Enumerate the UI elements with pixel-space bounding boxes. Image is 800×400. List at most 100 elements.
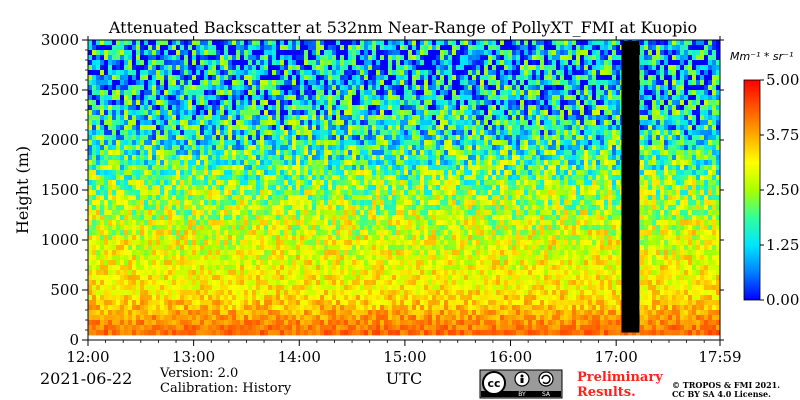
heatmap-cell [356, 125, 361, 131]
heatmap-cell [468, 100, 473, 106]
heatmap-cell [296, 160, 301, 166]
heatmap-cell [360, 70, 365, 76]
heatmap-cell [572, 90, 577, 96]
heatmap-cell [436, 95, 441, 101]
heatmap-cell [232, 95, 237, 101]
heatmap-cell [436, 45, 441, 51]
heatmap-cell [684, 110, 689, 116]
heatmap-cell [296, 185, 301, 191]
heatmap-cell [516, 170, 521, 176]
heatmap-cell [496, 165, 501, 171]
heatmap-cell [172, 195, 177, 201]
heatmap-cell [212, 65, 217, 71]
heatmap-cell [256, 160, 261, 166]
heatmap-cell [608, 135, 613, 141]
heatmap-cell [296, 65, 301, 71]
heatmap-cell [412, 65, 417, 71]
heatmap-cell [700, 120, 705, 126]
heatmap-cell [192, 85, 197, 91]
heatmap-cell [92, 105, 97, 111]
heatmap-cell [88, 75, 93, 81]
heatmap-cell [260, 125, 265, 131]
heatmap-cell [108, 120, 113, 126]
heatmap-cell [380, 110, 385, 116]
heatmap-cell [280, 190, 285, 196]
heatmap-cell [704, 65, 709, 71]
heatmap-cell [268, 45, 273, 51]
heatmap-cell [376, 90, 381, 96]
heatmap-cell [240, 105, 245, 111]
heatmap-cell [416, 150, 421, 156]
heatmap-cell [472, 110, 477, 116]
heatmap-cell [272, 40, 277, 46]
heatmap-cell [468, 195, 473, 201]
heatmap-cell [104, 110, 109, 116]
heatmap-cell [176, 80, 181, 86]
heatmap-cell [456, 195, 461, 201]
heatmap-cell [584, 115, 589, 121]
heatmap-cell [260, 170, 265, 176]
heatmap-cell [132, 50, 137, 56]
heatmap-cell [240, 85, 245, 91]
heatmap-cell [664, 185, 669, 191]
heatmap-cell [200, 85, 205, 91]
heatmap-cell [568, 165, 573, 171]
heatmap-cell [204, 60, 209, 66]
heatmap-cell [184, 75, 189, 81]
heatmap-cell [640, 45, 645, 51]
heatmap-cell [140, 105, 145, 111]
heatmap-cell [592, 190, 597, 196]
heatmap-cell [372, 85, 377, 91]
heatmap-cell [336, 75, 341, 81]
heatmap-cell [284, 150, 289, 156]
heatmap-cell [380, 70, 385, 76]
heatmap-cell [712, 95, 717, 101]
heatmap-cell [540, 135, 545, 141]
heatmap-cell [360, 125, 365, 131]
heatmap-cell [312, 110, 317, 116]
heatmap-cell [536, 175, 541, 181]
heatmap-cell [144, 50, 149, 56]
heatmap-cell [236, 170, 241, 176]
heatmap-cell [236, 190, 241, 196]
heatmap-cell [608, 45, 613, 51]
heatmap-cell [476, 110, 481, 116]
heatmap-cell [192, 80, 197, 86]
heatmap-cell [436, 170, 441, 176]
heatmap-cell [396, 180, 401, 186]
heatmap-cell [472, 150, 477, 156]
heatmap-cell [680, 140, 685, 146]
heatmap-cell [424, 120, 429, 126]
heatmap-cell [228, 175, 233, 181]
heatmap-cell [420, 150, 425, 156]
heatmap-cell [560, 95, 565, 101]
heatmap-cell [644, 160, 649, 166]
heatmap-cell [204, 55, 209, 61]
heatmap-cell [168, 160, 173, 166]
heatmap-cell [432, 195, 437, 201]
heatmap-cell [700, 170, 705, 176]
heatmap-cell [136, 145, 141, 151]
heatmap-cell [308, 95, 313, 101]
heatmap-cell [340, 115, 345, 121]
heatmap-cell [652, 165, 657, 171]
heatmap-cell [684, 125, 689, 131]
heatmap-cell [388, 80, 393, 86]
heatmap-cell [412, 70, 417, 76]
heatmap-cell [644, 105, 649, 111]
heatmap-cell [248, 70, 253, 76]
heatmap-cell [264, 120, 269, 126]
heatmap-cell [268, 55, 273, 61]
heatmap-cell [656, 45, 661, 51]
heatmap-cell [300, 105, 305, 111]
heatmap-cell [560, 65, 565, 71]
heatmap-cell [452, 190, 457, 196]
heatmap-cell [504, 100, 509, 106]
heatmap-cell [260, 105, 265, 111]
heatmap-cell [592, 155, 597, 161]
heatmap-cell [364, 175, 369, 181]
heatmap-cell [708, 175, 713, 181]
heatmap-cell [116, 55, 121, 61]
heatmap-cell [248, 190, 253, 196]
heatmap-cell [416, 185, 421, 191]
